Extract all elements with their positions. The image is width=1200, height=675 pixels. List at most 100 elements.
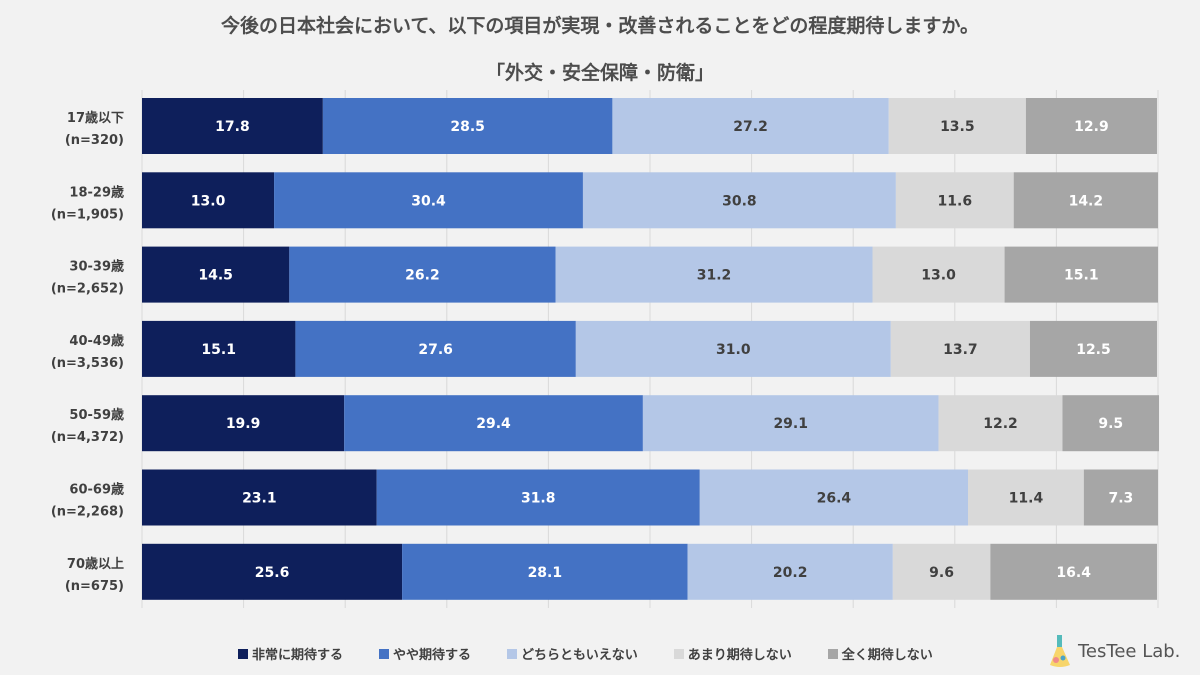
legend-swatch <box>379 648 390 659</box>
legend-swatch <box>673 648 684 659</box>
bar-segment <box>938 395 1063 452</box>
data-label: 30.4 <box>411 193 446 209</box>
legend-label: 全く期待しない <box>841 648 933 663</box>
bar-segment <box>289 246 556 303</box>
legend-label: あまり期待しない <box>687 648 792 663</box>
chart-subtitle: 「外交・安全保障・防衛」 <box>485 62 714 84</box>
bar-segment <box>1013 172 1158 229</box>
bar-segment <box>402 543 688 600</box>
bar-segment <box>990 543 1157 600</box>
data-label: 19.9 <box>226 416 261 432</box>
legend-swatch <box>507 648 518 659</box>
category-label: (n=320) <box>65 133 124 148</box>
testee-lab-logo: TesTee Lab. <box>1048 633 1180 669</box>
bar-segment <box>142 543 403 600</box>
data-label: 11.6 <box>938 193 973 209</box>
bar-segment <box>895 172 1014 229</box>
data-label: 16.4 <box>1056 565 1091 581</box>
data-label: 13.5 <box>940 119 975 135</box>
data-label: 20.2 <box>773 565 808 581</box>
data-label: 12.5 <box>1076 342 1111 358</box>
bar-segment <box>295 320 576 377</box>
bar-segment <box>344 395 643 452</box>
bar-segment <box>968 469 1084 526</box>
bar-segment <box>687 543 893 600</box>
data-label: 31.2 <box>697 268 732 284</box>
data-label: 28.5 <box>450 119 485 135</box>
data-label: 15.1 <box>201 342 236 358</box>
category-label: (n=3,536) <box>51 356 124 371</box>
category-label: 60-69歳 <box>69 482 124 498</box>
data-label: 17.8 <box>215 119 250 135</box>
category-label: 18-29歳 <box>69 184 124 200</box>
data-label: 7.3 <box>1109 491 1134 507</box>
bar-segment <box>1025 98 1157 154</box>
legend-label: 非常に期待する <box>252 648 344 663</box>
data-label: 13.0 <box>921 268 956 284</box>
data-label: 26.4 <box>817 491 852 507</box>
bar-segment <box>699 469 969 526</box>
bar-segment <box>142 172 275 229</box>
bar-segment <box>142 320 296 377</box>
data-label: 26.2 <box>405 268 440 284</box>
bar-segment <box>1083 469 1158 526</box>
data-label: 15.1 <box>1064 268 1099 284</box>
bar-segment <box>1004 246 1158 303</box>
data-label: 12.9 <box>1074 119 1109 135</box>
bar-segment <box>274 172 583 229</box>
category-label: 17歳以下 <box>67 110 124 126</box>
legend: 非常に期待する やや期待する どちらともいえない あまり期待しない 全く期待しない <box>238 644 933 663</box>
data-label: 31.8 <box>521 491 556 507</box>
legend-item: やや期待する <box>379 644 471 663</box>
bar-segment <box>890 320 1030 377</box>
category-label: 40-49歳 <box>69 333 124 349</box>
category-label: 70歳以上 <box>67 556 124 572</box>
data-label: 25.6 <box>255 565 290 581</box>
bar-segment <box>1062 395 1160 452</box>
chart-title: 今後の日本社会において、以下の項目が実現・改善されることをどの程度期待しますか。 <box>220 15 980 37</box>
category-label: (n=2,268) <box>51 505 124 520</box>
bar-segment <box>1029 320 1157 377</box>
data-label: 27.6 <box>418 342 453 358</box>
data-label: 11.4 <box>1009 491 1044 507</box>
data-label: 13.0 <box>191 193 226 209</box>
bar-segment <box>872 246 1005 303</box>
bar-segment <box>142 246 290 303</box>
data-label: 23.1 <box>242 491 277 507</box>
legend-swatch <box>827 648 838 659</box>
data-label: 14.5 <box>198 268 233 284</box>
category-label: (n=4,372) <box>51 430 124 445</box>
data-label: 9.6 <box>929 565 954 581</box>
bar-segment <box>142 395 345 452</box>
category-label: (n=1,905) <box>51 207 124 222</box>
bar-segment <box>892 543 991 600</box>
data-label: 14.2 <box>1069 193 1104 209</box>
bar-segment <box>888 98 1026 154</box>
bar-segment <box>555 246 873 303</box>
category-label: 50-59歳 <box>69 407 124 423</box>
category-label: 30-39歳 <box>69 259 124 275</box>
data-label: 29.4 <box>476 416 511 432</box>
category-label: (n=2,652) <box>51 282 124 297</box>
flask-icon <box>1050 635 1070 667</box>
bar-segment <box>142 469 377 526</box>
data-label: 28.1 <box>528 565 563 581</box>
legend-item: どちらともいえない <box>507 644 638 663</box>
legend-item: 非常に期待する <box>238 644 343 663</box>
bar-segment <box>142 98 323 154</box>
bar-segment <box>376 469 700 526</box>
bar-segment <box>322 98 613 154</box>
data-label: 27.2 <box>733 119 768 135</box>
data-label: 29.1 <box>773 416 808 432</box>
bar-segment <box>575 320 891 377</box>
category-label: (n=675) <box>65 579 124 594</box>
bar-segment <box>642 395 939 452</box>
data-label: 12.2 <box>983 416 1018 432</box>
legend-item: 全く期待しない <box>827 644 933 663</box>
bar-segment <box>612 98 889 154</box>
logo-text: TesTee Lab. <box>1078 640 1181 662</box>
bar-segment <box>582 172 896 229</box>
data-label: 9.5 <box>1098 416 1123 432</box>
legend-swatch <box>238 648 248 659</box>
